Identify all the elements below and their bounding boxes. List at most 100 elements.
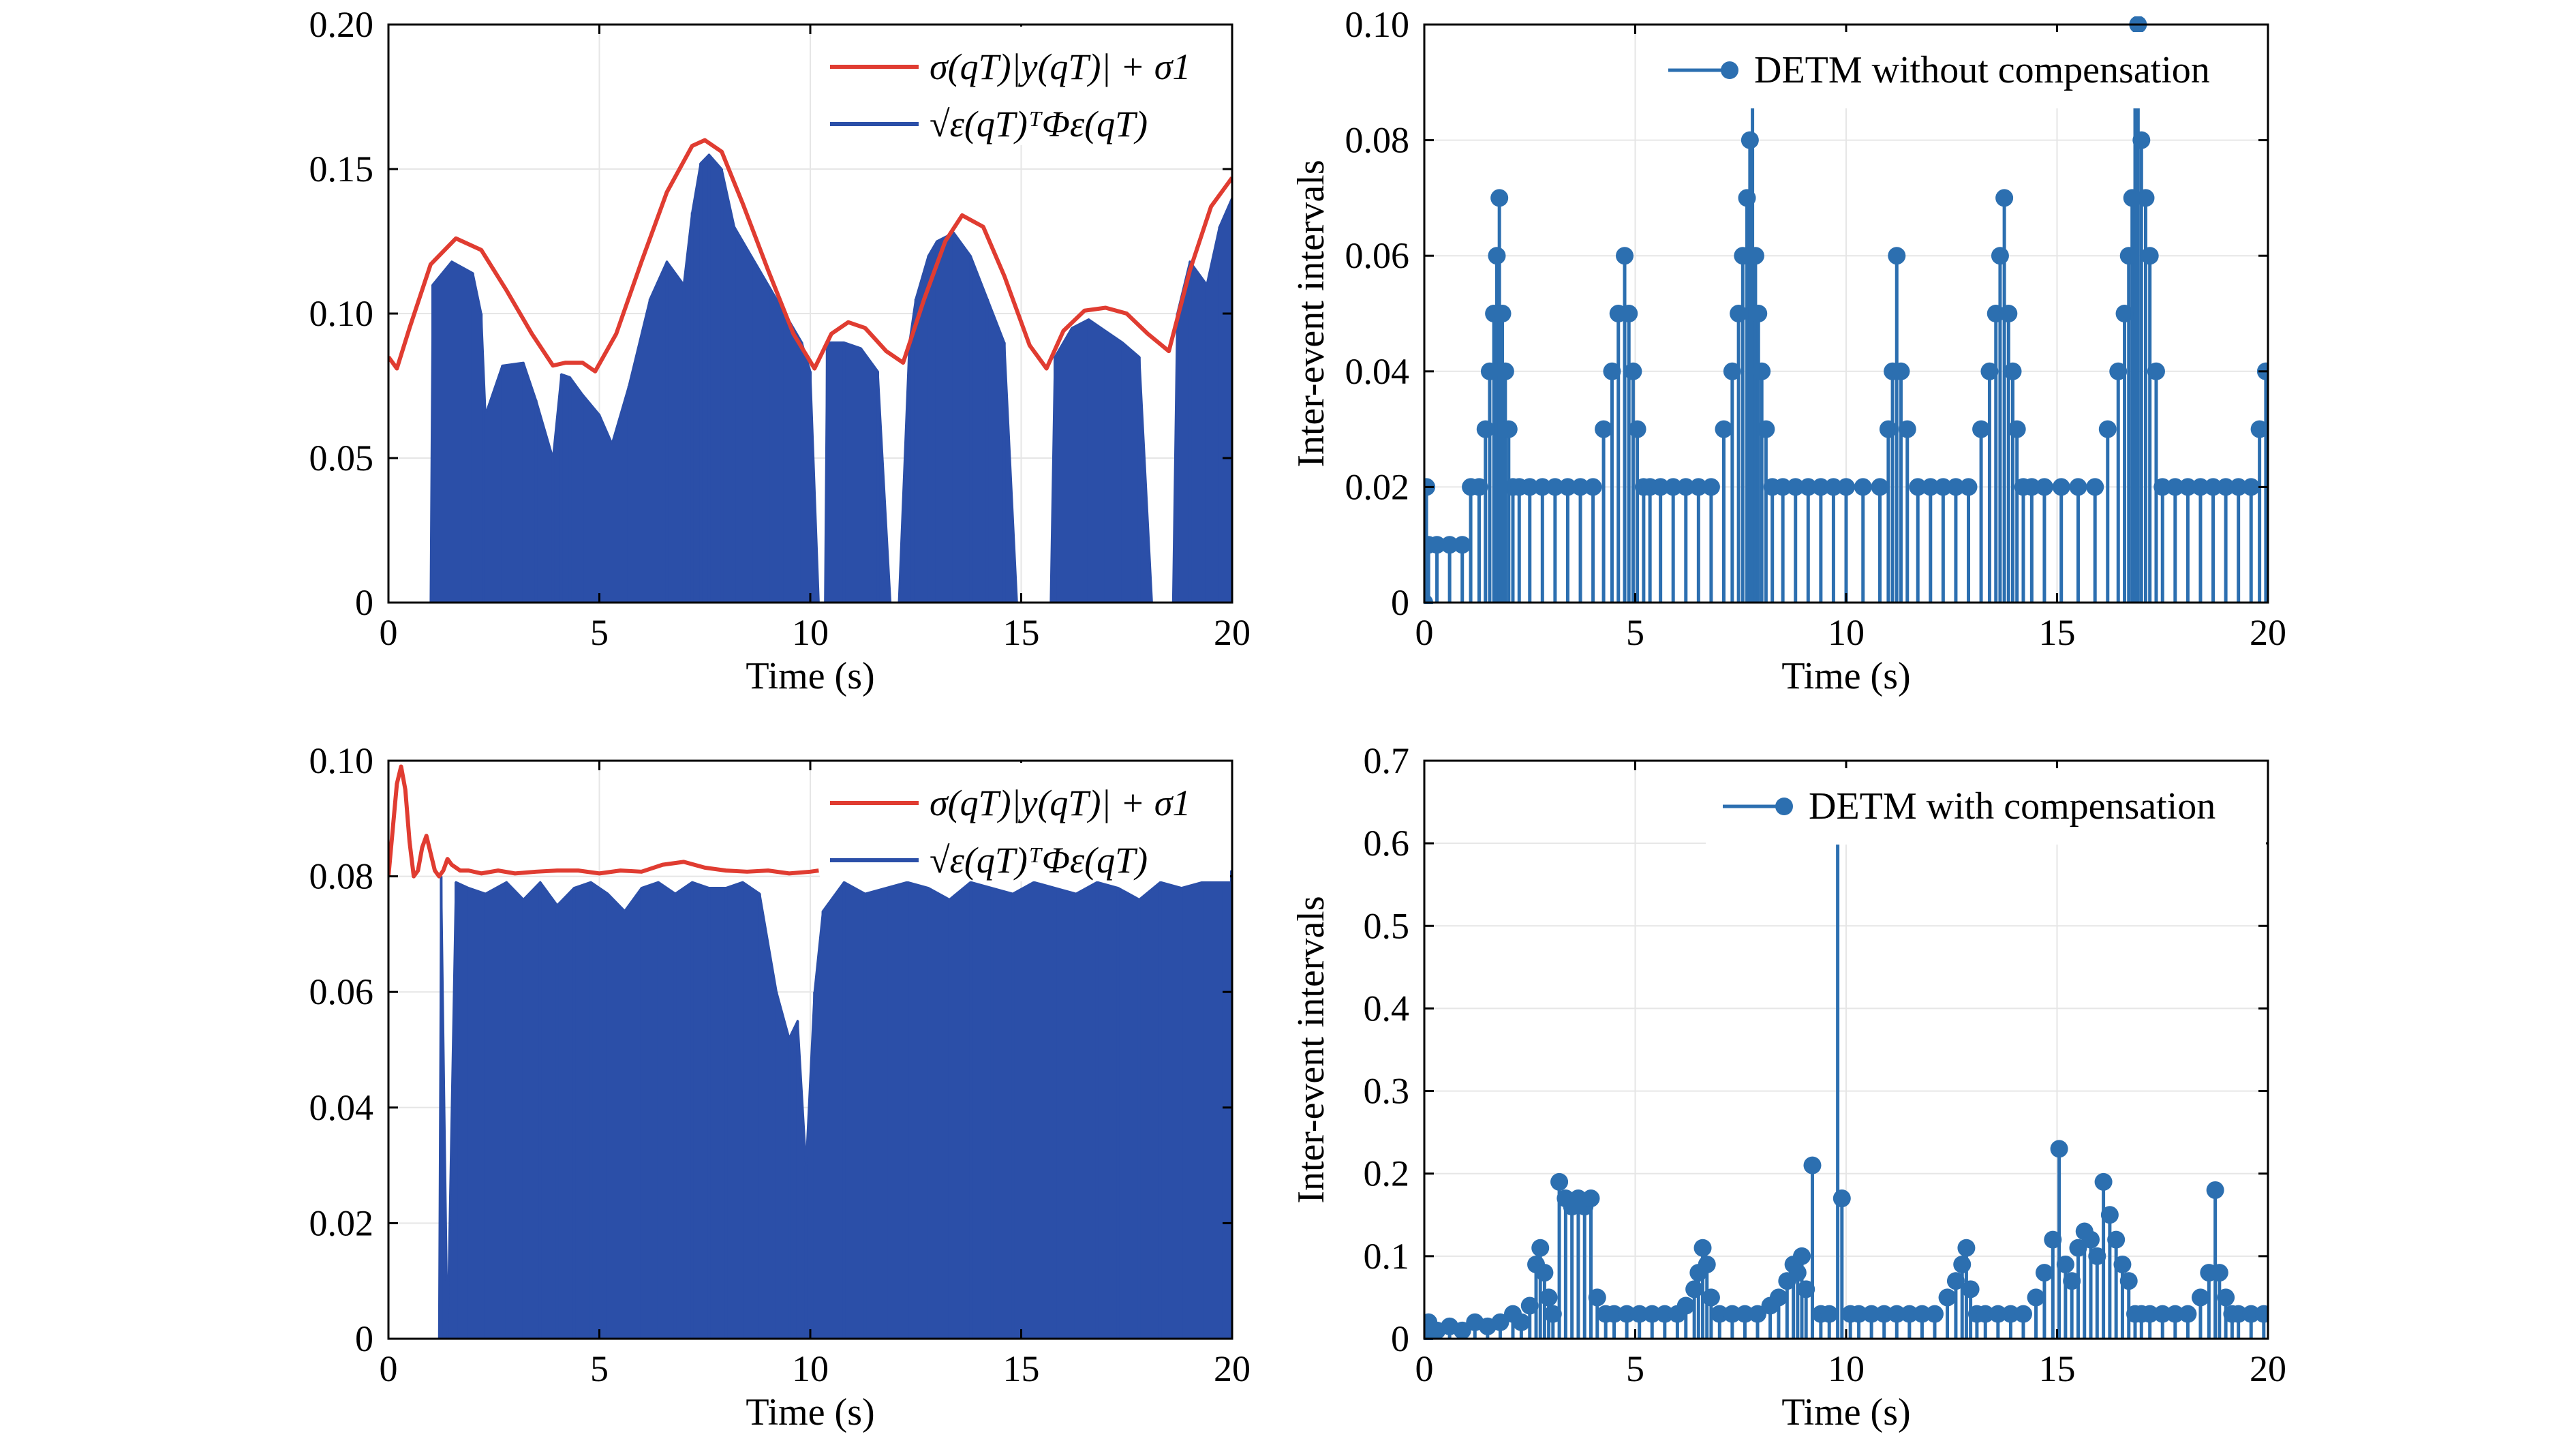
y-tick-label: 0.6 [1364,823,1410,864]
stem-marker [1774,478,1792,496]
stem-marker [1550,1172,1569,1191]
legend-label: √ε(qT)ᵀΦε(qT) [930,104,1148,145]
legend-label: σ(qT)|y(qT)| + σ1 [930,783,1191,823]
x-tick-label: 0 [380,612,398,653]
stem-marker [2069,478,2087,496]
y-tick-label: 0.10 [309,293,374,334]
stem-marker [2147,362,2165,380]
stem-marker [1824,478,1843,496]
stem-marker [1730,305,1748,322]
stem-marker [1925,1305,1944,1323]
stem-marker [2229,478,2248,496]
stem-marker [1803,1156,1822,1174]
y-tick-label: 0.7 [1364,740,1410,781]
legend-label: σ(qT)|y(qT)| + σ1 [930,46,1191,87]
stem-marker [2191,478,2209,496]
stem-marker [1476,420,1494,438]
x-tick-label: 10 [1828,612,1865,653]
stem-marker [1793,1247,1811,1265]
stem-marker [1749,1305,1767,1323]
stem-marker [1749,305,1768,322]
stem-marker [1559,478,1577,496]
y-tick-label: 0.04 [309,1087,374,1128]
x-axis-label: Time (s) [1781,1391,1910,1434]
y-tick-label: 0.20 [309,4,374,45]
stem-marker [1624,362,1642,380]
stem-marker [2153,1305,2172,1323]
y-tick-label: 0 [355,582,373,623]
stem-marker [1976,1305,1995,1323]
x-tick-label: 5 [1626,612,1644,653]
stem-marker [2204,478,2222,496]
stem-marker [2107,1230,2126,1249]
stem-marker [1862,1305,1881,1323]
stem-marker [1702,1288,1720,1307]
stem-marker [1490,189,1509,207]
stem-marker [1736,1305,1754,1323]
y-tick-label: 0.02 [309,1202,374,1243]
x-axis-label: Time (s) [1781,655,1910,697]
stem-marker [1946,1272,1965,1290]
x-tick-label: 20 [2250,612,2286,653]
y-tick-label: 0.15 [309,149,374,189]
stem-marker [1546,478,1564,496]
stem-marker [1664,478,1683,496]
x-tick-label: 20 [1214,612,1251,653]
stem-marker [1676,478,1695,496]
y-tick-label: 0.05 [309,438,374,479]
stem-marker [1972,420,1991,438]
stem-marker [1999,305,2018,322]
x-tick-label: 10 [792,612,829,653]
stem-marker [2217,1288,2235,1307]
stem-marker [1685,1280,1704,1299]
stem-marker [1491,1313,1509,1331]
legend-label: DETM without compensation [1754,49,2210,91]
legend-box [1651,32,2266,108]
stem-marker [1987,305,2005,322]
data-layer [388,138,1232,604]
stem-marker [2008,420,2026,438]
series-threshold-line [388,764,819,879]
y-tick-label: 0.08 [1345,120,1410,161]
stem-marker [1741,131,1759,149]
stem-marker [1871,478,1889,496]
stem-marker [1913,1305,1931,1323]
y-axis-label: Inter-event intervals [1290,160,1332,467]
stem-marker [2113,1255,2132,1273]
stem-marker [2056,1255,2074,1273]
stem-marker [1788,1264,1807,1282]
legend-box [1706,768,2266,845]
y-tick-label: 0.06 [309,971,374,1012]
stem-marker [1753,362,1771,380]
x-axis-label: Time (s) [746,655,874,697]
stem-marker [1715,420,1733,438]
stem-marker [1892,362,1910,380]
stem-marker [1535,1264,1554,1282]
stem-marker [2044,1230,2062,1249]
stem-marker [2082,1230,2100,1249]
stem-marker [1531,1239,1550,1257]
stem-marker [1584,478,1602,496]
stem-marker [2086,478,2104,496]
stem-marker [1630,1305,1649,1323]
legend-label: √ε(qT)ᵀΦε(qT) [930,840,1148,881]
stem-marker [1702,478,1720,496]
stem-marker [2242,478,2260,496]
x-tick-label: 5 [590,1348,609,1389]
stem-marker [1989,1305,2007,1323]
chart-panel-2: 0 5 10 15 20 0 0.02 0.04 0.06 0.08 0.10 Time (s) Int… [1290,4,2286,697]
stem-marker [1595,420,1613,438]
stem-marker [1723,362,1741,380]
stem-marker [1769,1288,1788,1307]
stem-marker [1689,478,1708,496]
stem-marker [1698,1255,1716,1273]
stem-marker [1959,478,1978,496]
stem-marker [2052,478,2070,496]
stem-marker [2014,1305,2032,1323]
legend-label: DETM with compensation [1809,785,2215,828]
stem-marker [2242,1305,2260,1323]
stem-marker [2191,1288,2209,1307]
stem-marker [2088,1247,2106,1265]
stem-marker [1605,1305,1623,1323]
stem-marker [1934,478,1952,496]
